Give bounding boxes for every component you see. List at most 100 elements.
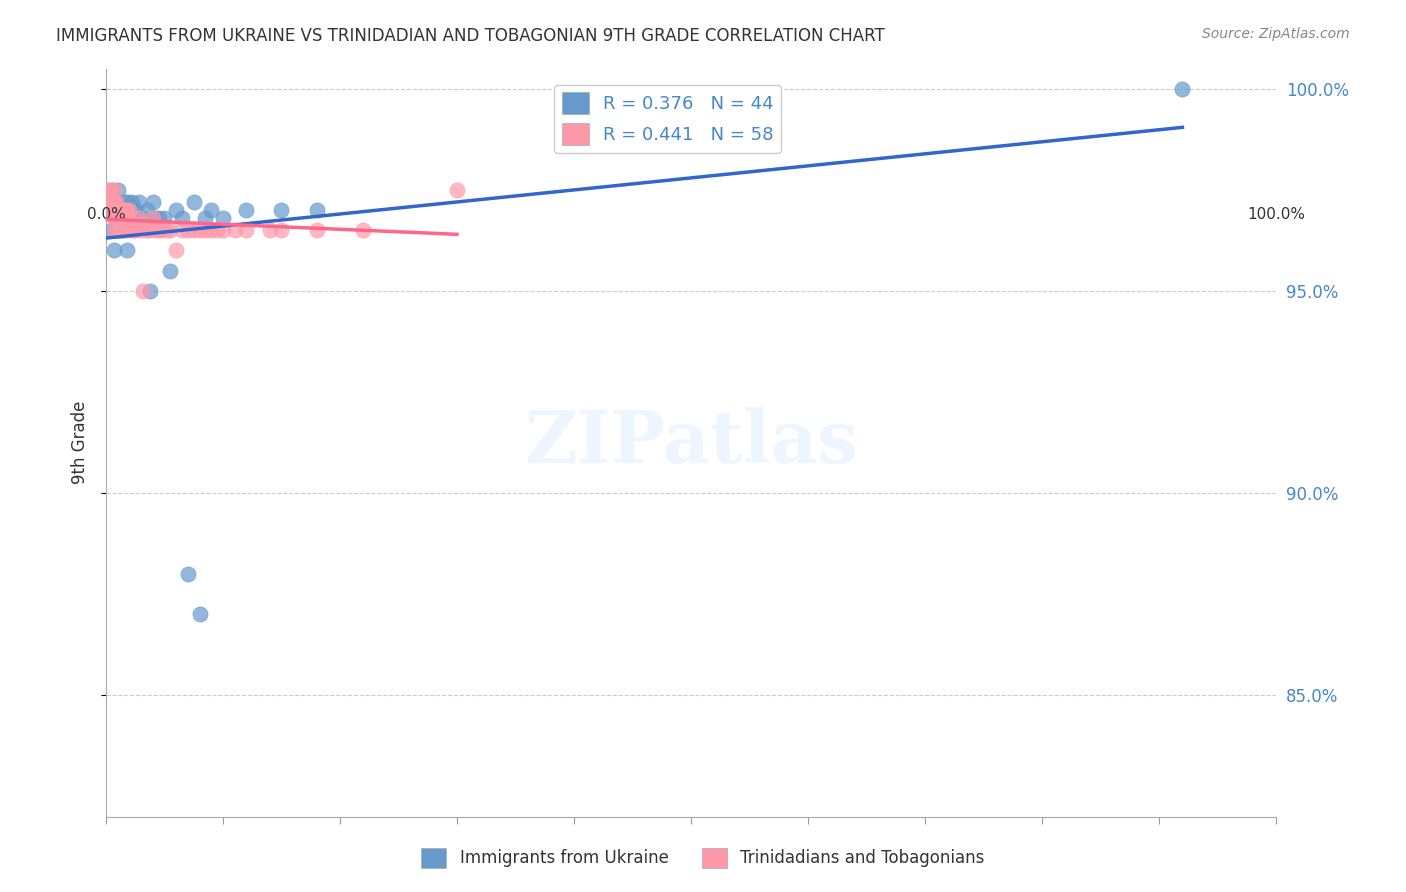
Point <box>1171 81 1194 95</box>
Point <box>107 211 129 226</box>
Point <box>111 202 134 217</box>
Point <box>138 223 160 237</box>
Point <box>97 183 120 197</box>
Point <box>105 211 128 226</box>
Point <box>165 244 187 258</box>
Point <box>108 223 131 237</box>
Point <box>129 223 152 237</box>
Point <box>107 223 129 237</box>
Point <box>235 223 257 237</box>
Point <box>110 211 132 226</box>
Point <box>114 211 136 226</box>
Point <box>142 211 165 226</box>
Point <box>94 183 117 197</box>
Point <box>183 194 205 209</box>
Legend: Immigrants from Ukraine, Trinidadians and Tobagonians: Immigrants from Ukraine, Trinidadians an… <box>415 841 991 875</box>
Point <box>115 202 138 217</box>
Point <box>111 223 134 237</box>
Point <box>139 284 162 298</box>
Point <box>100 202 122 217</box>
Point <box>235 202 257 217</box>
Legend: R = 0.376   N = 44, R = 0.441   N = 58: R = 0.376 N = 44, R = 0.441 N = 58 <box>554 85 780 153</box>
Point <box>188 223 211 237</box>
Point <box>122 223 145 237</box>
Point <box>170 211 193 226</box>
Point <box>100 194 122 209</box>
Point <box>101 194 124 209</box>
Point <box>121 223 143 237</box>
Point <box>135 223 157 237</box>
Point <box>200 223 222 237</box>
Point <box>100 223 122 237</box>
Point <box>270 202 292 217</box>
Point <box>114 202 136 217</box>
Point <box>177 223 200 237</box>
Point <box>153 211 176 226</box>
Text: 0.0%: 0.0% <box>87 207 125 222</box>
Text: 100.0%: 100.0% <box>1247 207 1305 222</box>
Point <box>105 194 128 209</box>
Point <box>110 211 132 226</box>
Point <box>112 202 135 217</box>
Point <box>352 223 374 237</box>
Point <box>212 211 235 226</box>
Point <box>212 223 235 237</box>
Point <box>194 223 217 237</box>
Point <box>104 211 127 226</box>
Text: ZIPatlas: ZIPatlas <box>524 407 858 478</box>
Point <box>108 202 131 217</box>
Point <box>115 223 138 237</box>
Point <box>132 211 155 226</box>
Point <box>103 244 125 258</box>
Point <box>224 223 246 237</box>
Point <box>270 223 292 237</box>
Point <box>115 244 138 258</box>
Point <box>143 223 166 237</box>
Point <box>183 223 205 237</box>
Point <box>177 566 200 581</box>
Point <box>156 223 179 237</box>
Point <box>103 202 125 217</box>
Point <box>112 223 135 237</box>
Point <box>121 194 143 209</box>
Text: IMMIGRANTS FROM UKRAINE VS TRINIDADIAN AND TOBAGONIAN 9TH GRADE CORRELATION CHAR: IMMIGRANTS FROM UKRAINE VS TRINIDADIAN A… <box>56 27 884 45</box>
Point <box>94 202 117 217</box>
Point <box>107 202 129 217</box>
Point <box>107 183 129 197</box>
Point <box>108 202 131 217</box>
Point <box>103 211 125 226</box>
Point <box>188 607 211 622</box>
Point <box>200 202 222 217</box>
Point <box>104 194 127 209</box>
Point <box>117 194 139 209</box>
Point <box>112 223 135 237</box>
Point <box>159 223 181 237</box>
Point <box>446 183 468 197</box>
Point <box>128 194 150 209</box>
Text: Source: ZipAtlas.com: Source: ZipAtlas.com <box>1202 27 1350 41</box>
Point <box>114 194 136 209</box>
Point <box>100 183 122 197</box>
Point <box>112 202 135 217</box>
Point <box>124 202 146 217</box>
Point <box>118 211 141 226</box>
Point <box>117 211 139 226</box>
Point <box>305 202 328 217</box>
Point <box>105 194 128 209</box>
Point <box>98 194 121 209</box>
Point <box>148 223 170 237</box>
Point <box>150 223 173 237</box>
Point <box>124 223 146 237</box>
Point <box>107 202 129 217</box>
Point <box>132 284 155 298</box>
Point <box>159 263 181 277</box>
Point <box>104 223 127 237</box>
Point <box>128 211 150 226</box>
Point <box>170 223 193 237</box>
Point <box>115 202 138 217</box>
Y-axis label: 9th Grade: 9th Grade <box>72 401 89 484</box>
Point <box>305 223 328 237</box>
Point <box>107 223 129 237</box>
Point <box>165 202 187 217</box>
Point <box>100 183 122 197</box>
